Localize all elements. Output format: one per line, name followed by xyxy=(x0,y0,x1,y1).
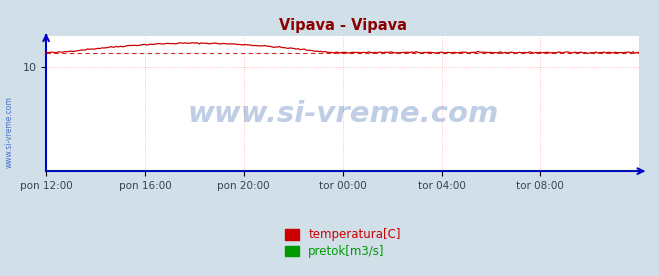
Text: www.si-vreme.com: www.si-vreme.com xyxy=(5,97,14,168)
Text: www.si-vreme.com: www.si-vreme.com xyxy=(187,100,498,128)
Legend: temperatura[C], pretok[m3/s]: temperatura[C], pretok[m3/s] xyxy=(280,224,405,262)
Title: Vipava - Vipava: Vipava - Vipava xyxy=(279,18,407,33)
